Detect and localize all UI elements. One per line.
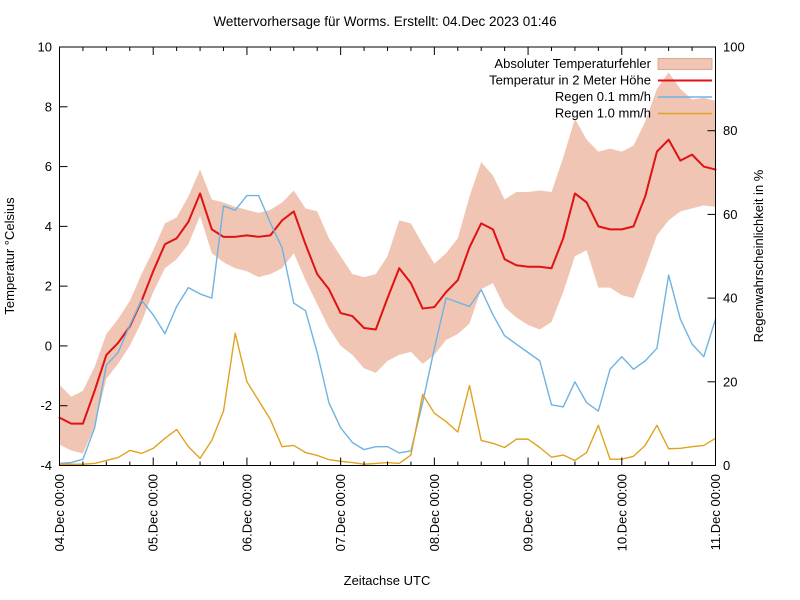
y-axis-left-tick-labels: -4 -2 0 2 4 6 8 10 bbox=[38, 40, 52, 474]
legend: Absoluter Temperaturfehler Temperatur in… bbox=[489, 56, 713, 121]
legend-swatches bbox=[657, 58, 713, 115]
legend-label-rain01: Regen 0.1 mm/h bbox=[555, 89, 651, 104]
y-axis-left-title: Temperatur °Celsius bbox=[2, 197, 17, 315]
x-tick-label: 06.Dec 00:00 bbox=[239, 474, 254, 551]
x-tick-label: 09.Dec 00:00 bbox=[521, 474, 536, 551]
legend-label-rain10: Regen 1.0 mm/h bbox=[555, 106, 651, 121]
y-left-tick-label: 10 bbox=[38, 40, 52, 55]
temperature-error-band bbox=[59, 72, 716, 454]
plot-border-and-ticks bbox=[59, 46, 716, 466]
y-right-tick-label: 100 bbox=[723, 40, 745, 55]
x-tick-label: 10.Dec 00:00 bbox=[614, 474, 629, 551]
y-axis-right-tick-labels: 0 20 40 60 80 100 bbox=[723, 40, 745, 474]
y-axis-right-title: Regenwahrscheinlichkeit in % bbox=[751, 169, 766, 342]
legend-label-temperature: Temperatur in 2 Meter Höhe bbox=[489, 73, 651, 88]
y-left-tick-label: 6 bbox=[45, 159, 52, 174]
rain-01mmh-line bbox=[58, 194, 717, 465]
x-axis-tick-labels: 04.Dec 00:00 05.Dec 00:00 06.Dec 00:00 07.D… bbox=[52, 474, 723, 551]
legend-swatch-band bbox=[657, 58, 713, 70]
y-right-tick-label: 80 bbox=[723, 123, 737, 138]
x-tick-label: 05.Dec 00:00 bbox=[146, 474, 161, 551]
y-right-tick-label: 40 bbox=[723, 291, 737, 306]
rain01-path bbox=[58, 194, 717, 465]
y-left-tick-label: 4 bbox=[45, 219, 52, 234]
x-axis-title: Zeitachse UTC bbox=[344, 573, 431, 588]
temp-path bbox=[58, 138, 717, 425]
chart-title: Wettervorhersage für Worms. Erstellt: 04… bbox=[213, 14, 556, 29]
temperature-line bbox=[58, 138, 717, 425]
y-left-tick-label: -2 bbox=[40, 398, 52, 413]
y-right-tick-label: 0 bbox=[723, 458, 730, 473]
temperature-error-band-area bbox=[59, 72, 716, 454]
y-left-tick-label: 2 bbox=[45, 279, 52, 294]
y-left-tick-label: 8 bbox=[45, 99, 52, 114]
y-right-tick-label: 60 bbox=[723, 207, 737, 222]
x-tick-label: 08.Dec 00:00 bbox=[427, 474, 442, 551]
legend-label-error-band: Absoluter Temperaturfehler bbox=[494, 56, 651, 71]
x-tick-label: 11.Dec 00:00 bbox=[708, 474, 723, 550]
x-tick-label: 07.Dec 00:00 bbox=[333, 474, 348, 551]
y-right-tick-label: 20 bbox=[723, 374, 737, 389]
y-left-tick-label: -4 bbox=[40, 458, 52, 473]
y-left-tick-label: 0 bbox=[45, 338, 52, 353]
x-tick-label: 04.Dec 00:00 bbox=[52, 474, 67, 551]
